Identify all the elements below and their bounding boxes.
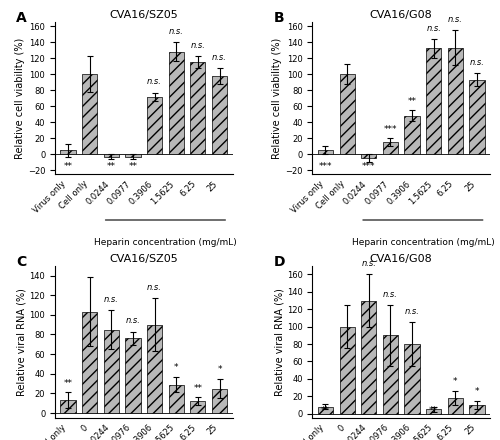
Text: **: ** — [429, 406, 438, 415]
Text: B: B — [274, 11, 284, 26]
Bar — [60, 400, 76, 413]
Bar — [470, 405, 484, 414]
Text: *: * — [453, 378, 458, 386]
Bar — [383, 142, 398, 154]
Text: n.s.: n.s. — [404, 307, 419, 316]
Y-axis label: Relative cell viability (%): Relative cell viability (%) — [272, 37, 282, 159]
Y-axis label: Relative cell viability (%): Relative cell viability (%) — [15, 37, 25, 159]
Text: n.s.: n.s. — [448, 15, 463, 24]
Bar — [147, 96, 162, 154]
Bar — [318, 150, 333, 154]
Text: Heparin concentration (mg/mL): Heparin concentration (mg/mL) — [352, 238, 494, 247]
Bar — [168, 385, 184, 413]
Text: n.s.: n.s. — [362, 259, 376, 268]
Bar — [126, 154, 140, 157]
Text: A: A — [16, 11, 26, 26]
Text: **: ** — [64, 379, 72, 388]
Bar — [190, 401, 206, 413]
Text: n.s.: n.s. — [212, 53, 227, 62]
Bar — [104, 330, 119, 413]
Bar — [383, 335, 398, 414]
Bar — [318, 407, 333, 414]
Text: n.s.: n.s. — [147, 283, 162, 292]
Text: n.s.: n.s. — [190, 40, 206, 50]
Bar — [104, 154, 119, 157]
Text: n.s.: n.s. — [383, 290, 398, 299]
Text: n.s.: n.s. — [169, 27, 184, 36]
Text: **: ** — [107, 162, 116, 171]
Bar — [340, 74, 354, 154]
Title: CVA16/SZ05: CVA16/SZ05 — [110, 253, 178, 264]
Bar — [82, 312, 97, 413]
Text: **: ** — [128, 162, 138, 171]
Text: *: * — [174, 363, 178, 372]
Text: C: C — [16, 255, 26, 269]
Bar — [470, 80, 484, 154]
Bar — [212, 76, 227, 154]
Text: ***: *** — [362, 162, 376, 171]
Text: n.s.: n.s. — [147, 77, 162, 86]
Bar — [212, 389, 227, 413]
Text: n.s.: n.s. — [104, 295, 118, 304]
Bar — [168, 51, 184, 154]
Bar — [426, 409, 442, 414]
Text: **: ** — [64, 162, 72, 171]
Text: *: * — [475, 387, 480, 396]
Bar — [404, 344, 419, 414]
Bar — [82, 74, 97, 154]
Text: ***: *** — [318, 162, 332, 171]
Text: ***: *** — [384, 125, 397, 134]
Y-axis label: Relative viral RNA (%): Relative viral RNA (%) — [16, 288, 27, 396]
Bar — [126, 338, 140, 413]
Text: Heparin concentration (mg/mL): Heparin concentration (mg/mL) — [94, 238, 237, 247]
Bar — [426, 48, 442, 154]
Text: n.s.: n.s. — [126, 316, 140, 326]
Text: *: * — [218, 365, 222, 374]
Bar — [340, 326, 354, 414]
Text: n.s.: n.s. — [470, 58, 484, 67]
Title: CVA16/G08: CVA16/G08 — [370, 10, 432, 20]
Title: CVA16/G08: CVA16/G08 — [370, 253, 432, 264]
Title: CVA16/SZ05: CVA16/SZ05 — [110, 10, 178, 20]
Bar — [448, 398, 463, 414]
Bar — [190, 62, 206, 154]
Bar — [361, 154, 376, 158]
Y-axis label: Relative viral RNA (%): Relative viral RNA (%) — [274, 288, 284, 396]
Text: **: ** — [321, 406, 330, 415]
Text: **: ** — [194, 384, 202, 393]
Text: **: ** — [408, 97, 416, 106]
Bar — [404, 116, 419, 154]
Text: D: D — [274, 255, 285, 269]
Bar — [60, 150, 76, 154]
Text: n.s.: n.s. — [426, 24, 441, 33]
Bar — [147, 325, 162, 413]
Bar — [361, 301, 376, 414]
Bar — [448, 48, 463, 154]
